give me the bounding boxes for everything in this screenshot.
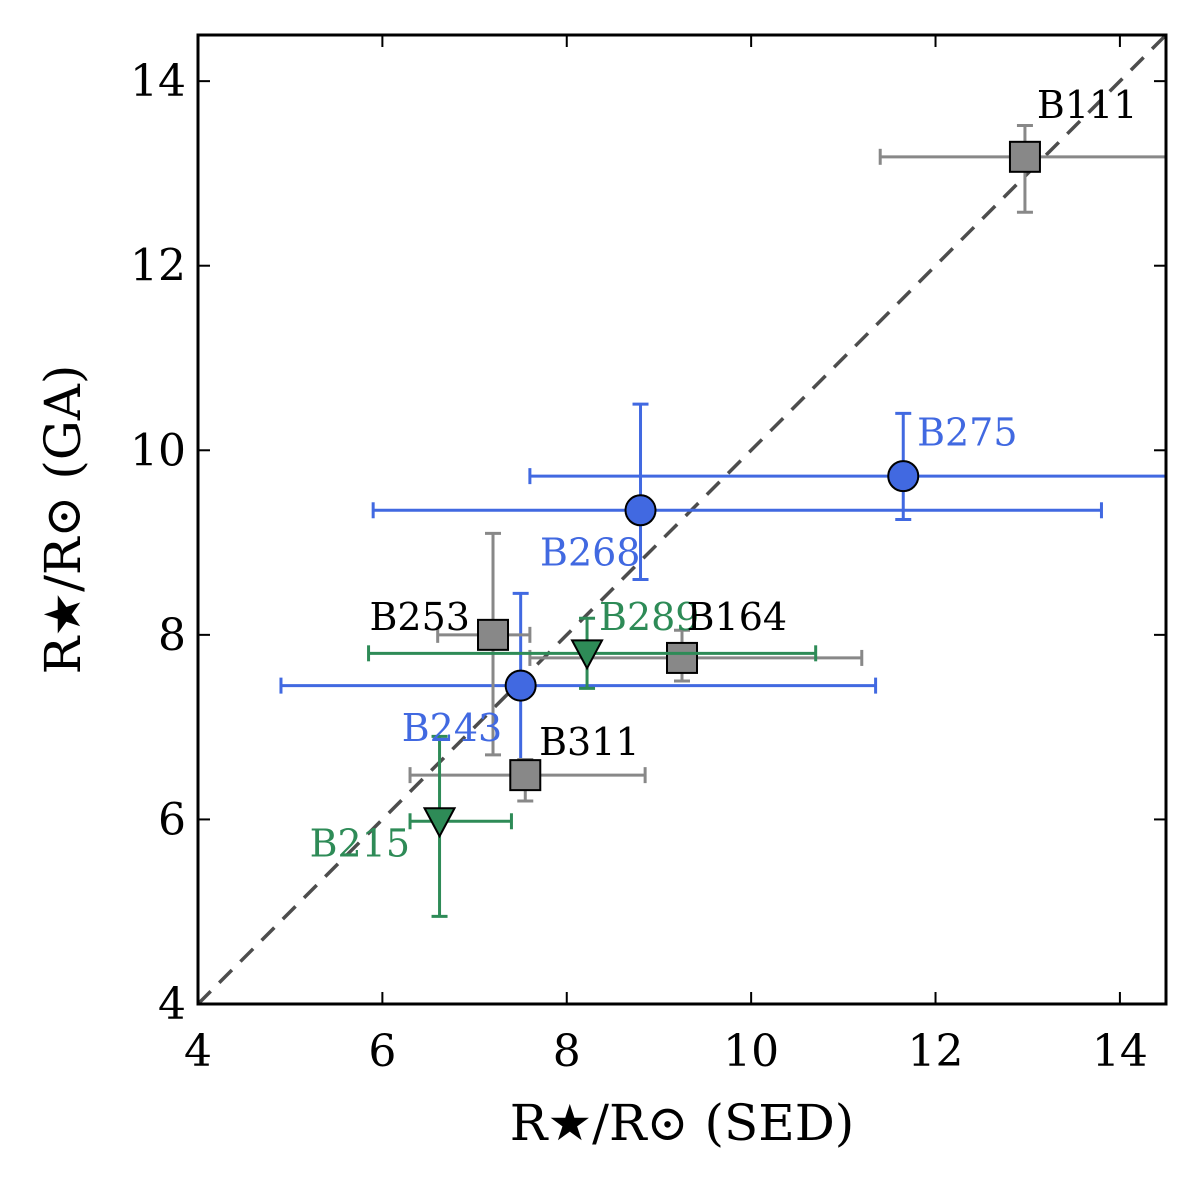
axis-ticks: 4 6 8 10 12 14 4 6 8 10 12 14 [130,35,1166,1077]
data-point-b253 [436,531,532,757]
x-tick-label: 12 [908,1026,964,1077]
x-tick-label: 8 [553,1026,581,1077]
data-point-b311 [408,757,647,803]
triangle-marker [422,807,457,839]
data-point-b268 [371,402,1103,581]
y-tick-label: 6 [158,794,186,845]
square-marker [1008,140,1041,173]
point-label-b215: B215 [310,821,410,865]
circle-marker [624,494,657,527]
point-label-b111: B111 [1037,83,1137,127]
y-axis-label: R★/R⊙ (GA) [34,365,92,675]
x-axis-label: R★/R⊙ (SED) [510,1094,855,1152]
x-tick-label: 10 [723,1026,779,1077]
y-tick-label: 10 [130,425,186,476]
point-label-b275: B275 [917,411,1017,455]
y-tick-label: 14 [130,56,186,107]
x-tick-label: 4 [184,1026,212,1077]
data-point-b275 [528,411,1166,521]
point-label-b268: B268 [540,531,640,575]
square-marker [666,641,698,674]
y-tick-label: 4 [158,979,186,1030]
x-tick-label: 14 [1092,1026,1148,1077]
square-marker [509,759,542,792]
data-point-b111 [878,123,1166,214]
point-label-b253: B253 [369,595,469,639]
y-tick-label: 8 [158,610,186,661]
point-label-b289: B289 [599,595,699,639]
chart-marks [196,33,1168,1006]
one-to-one-reference-line [196,33,1168,1006]
point-label-b311: B311 [539,720,639,764]
data-point-b215 [408,734,513,918]
data-point-b289 [367,616,818,690]
triangle-marker [570,639,604,671]
plot-frame [196,33,1168,1006]
x-tick-label: 6 [368,1026,396,1077]
y-tick-label: 12 [130,241,186,292]
circle-marker [887,460,920,493]
point-label-b164: B164 [687,595,787,639]
point-label-b243: B243 [402,706,502,750]
circle-marker [504,669,537,702]
square-marker [477,618,510,651]
